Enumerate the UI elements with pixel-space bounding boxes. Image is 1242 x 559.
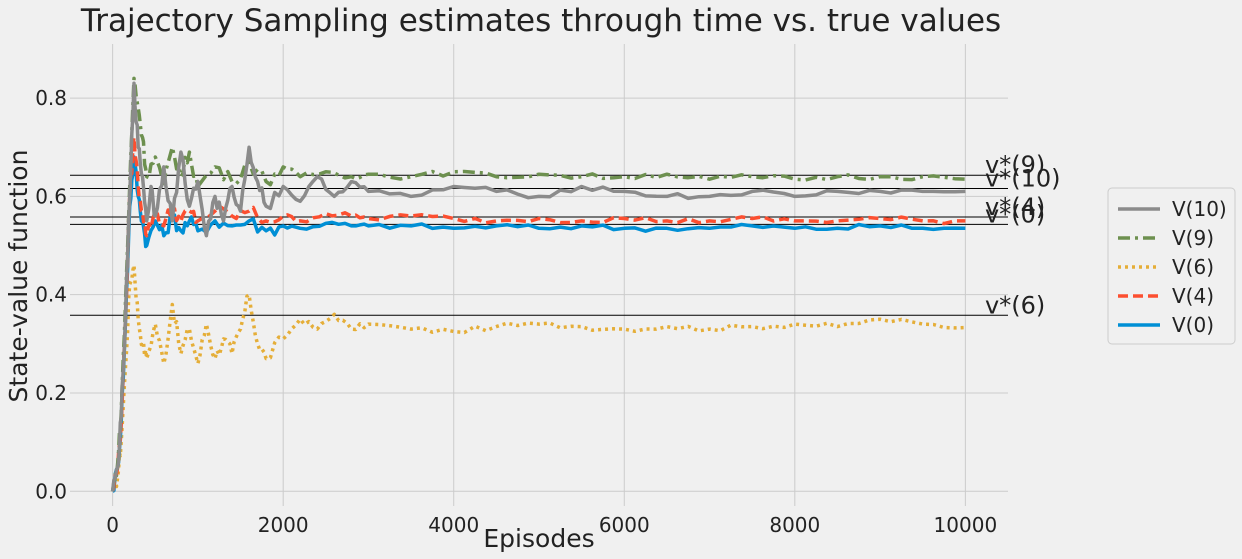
y-tick-label: 0.6 <box>35 184 67 208</box>
x-ticks: 0 2000 4000 6000 8000 10000 <box>106 513 997 537</box>
grid <box>70 44 1008 506</box>
y-tick-label: 0.4 <box>35 283 67 307</box>
legend: V(10) V(9) V(6) V(4) V(0) <box>1107 187 1236 345</box>
x-tick-label: 6000 <box>599 513 650 537</box>
y-ticks: 0.0 0.2 0.4 0.6 0.8 <box>35 86 67 503</box>
plot-area <box>70 44 1008 506</box>
legend-label: V(6) <box>1172 255 1214 279</box>
series-lines <box>110 76 966 493</box>
series-line-v0 <box>111 155 966 493</box>
true-value-label: v*(4) <box>985 193 1045 221</box>
legend-label: V(9) <box>1172 226 1214 250</box>
legend-label: V(4) <box>1172 284 1214 308</box>
true-value-annotations: v*(9)v*(10)v*(4)v*(0) v*(6) <box>985 151 1060 319</box>
true-value-label: v*(10) <box>985 164 1060 192</box>
x-tick-label: 2000 <box>258 513 309 537</box>
series-line-v4 <box>110 135 966 492</box>
chart-title: Trajectory Sampling estimates through ti… <box>80 3 1001 39</box>
x-axis-label: Episodes <box>483 524 594 553</box>
series-line-v9 <box>110 76 966 492</box>
plot-background <box>70 44 1008 506</box>
series-line-v6 <box>110 263 966 492</box>
legend-label: V(10) <box>1172 197 1227 221</box>
series-line-v10 <box>110 81 966 492</box>
legend-label: V(0) <box>1172 313 1214 337</box>
x-tick-label: 8000 <box>769 513 820 537</box>
x-tick-label: 4000 <box>428 513 479 537</box>
true-value-label: v*(6) <box>985 291 1045 319</box>
y-tick-label: 0.2 <box>35 381 67 405</box>
y-axis-label: State-value function <box>4 150 33 403</box>
legend-box <box>1107 187 1236 345</box>
x-tick-label: 0 <box>106 513 119 537</box>
y-tick-label: 0.0 <box>35 479 67 503</box>
y-tick-label: 0.8 <box>35 86 67 110</box>
x-tick-label: 10000 <box>934 513 998 537</box>
true-value-label: v*(0) <box>985 200 1045 228</box>
true-value-label: v*(9) <box>985 151 1045 179</box>
